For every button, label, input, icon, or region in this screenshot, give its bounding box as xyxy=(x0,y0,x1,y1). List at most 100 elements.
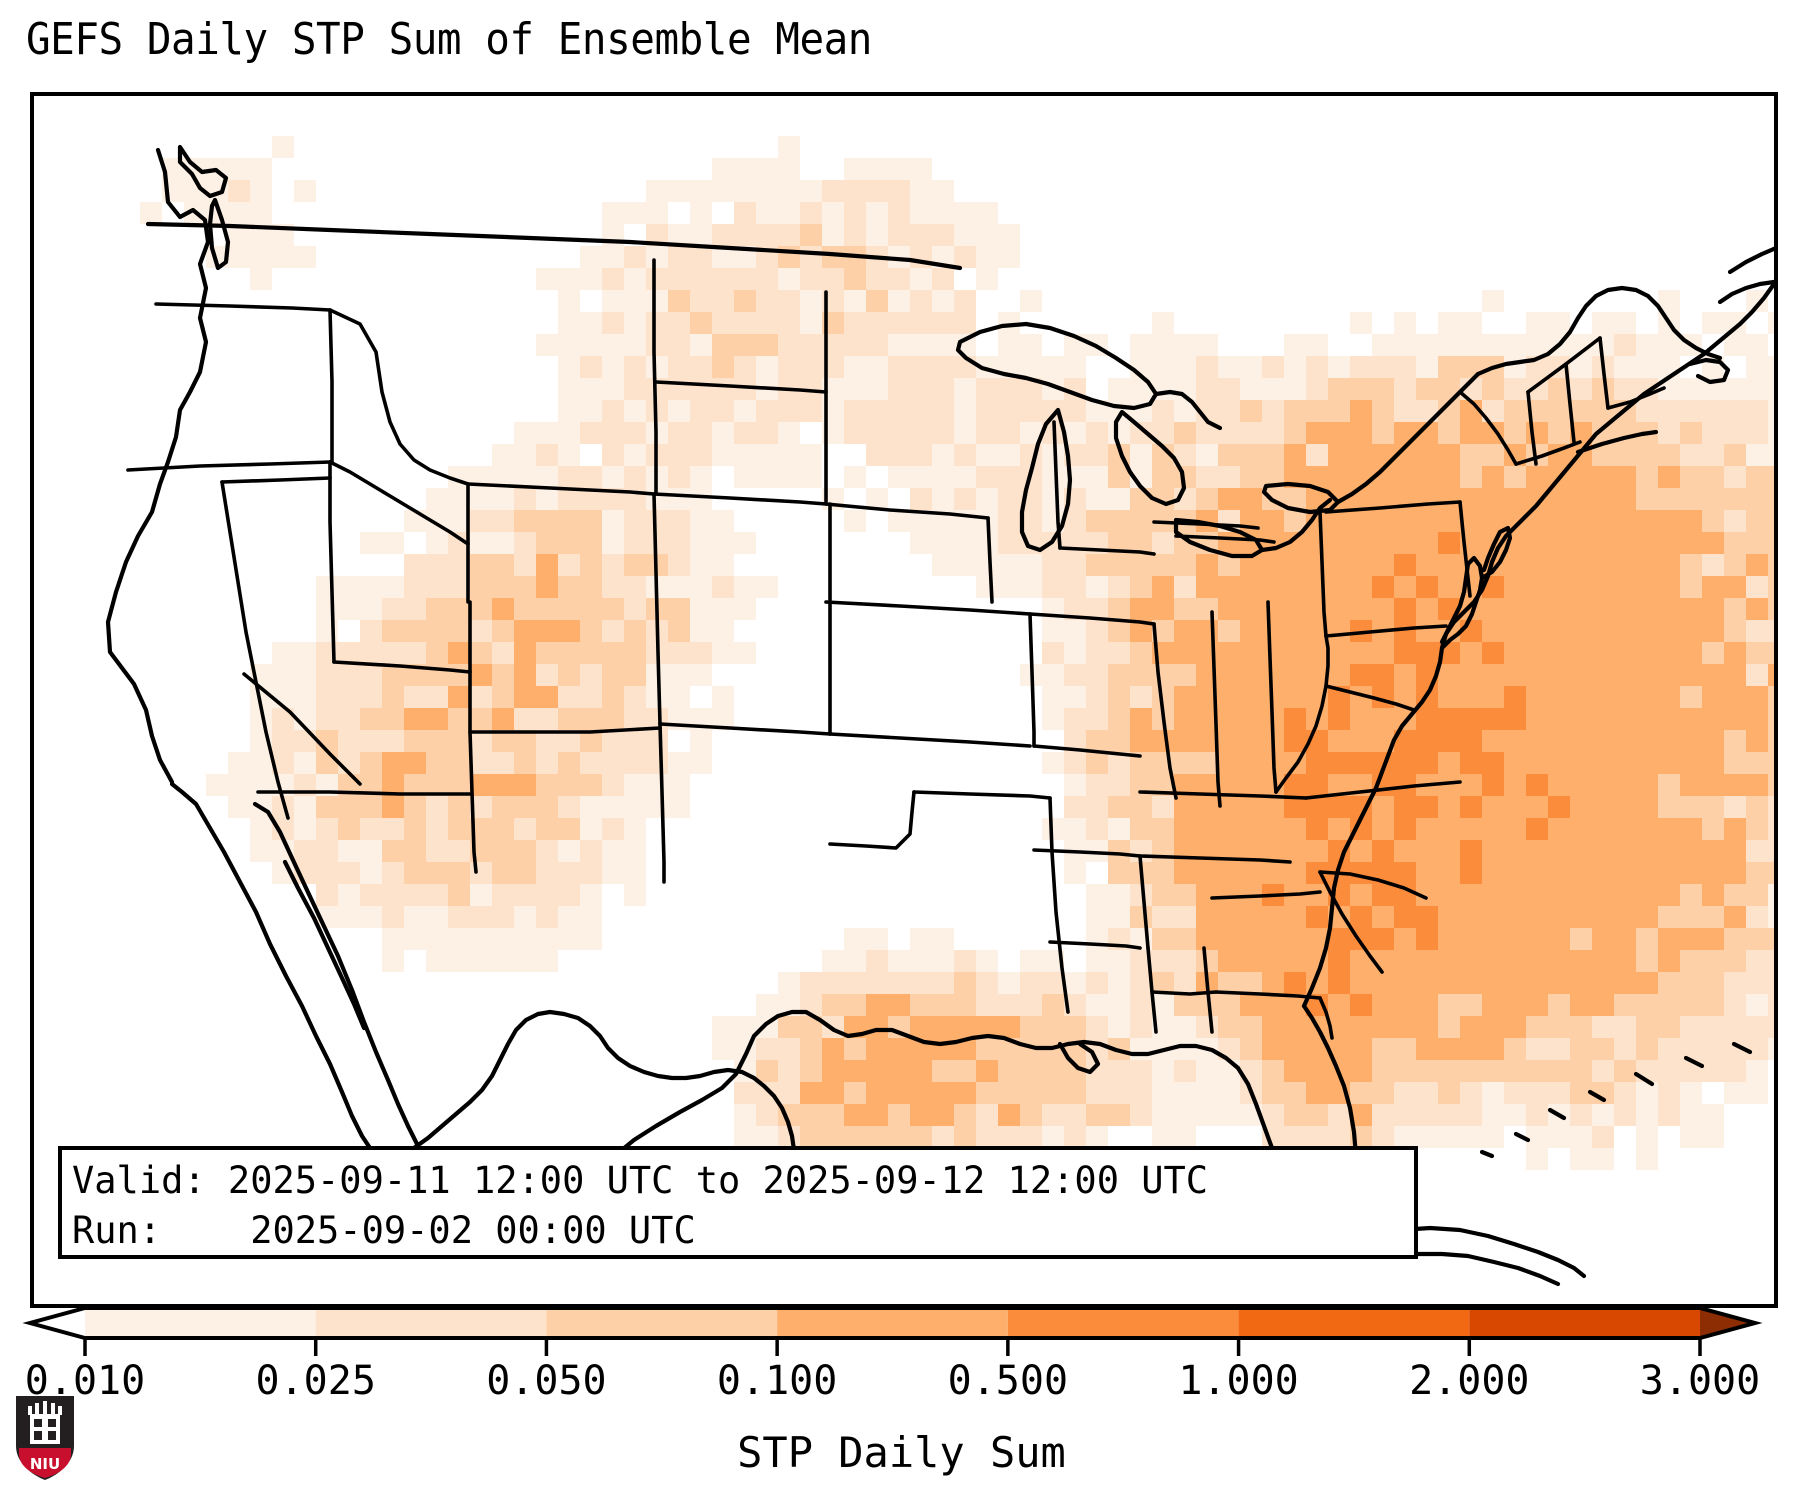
stp-grid-cell xyxy=(866,950,888,972)
stp-grid-cell xyxy=(1746,906,1768,928)
stp-grid-cell xyxy=(1768,840,1774,862)
stp-grid-cell xyxy=(1504,840,1526,862)
stp-grid-cell xyxy=(1680,730,1702,752)
stp-grid-cell xyxy=(712,246,734,268)
stp-grid-cell xyxy=(624,620,646,642)
stp-grid-cell xyxy=(910,1104,932,1126)
conus-map[interactable] xyxy=(30,92,1778,1308)
stp-grid-cell xyxy=(1328,752,1350,774)
stp-grid-cell xyxy=(514,928,536,950)
stp-grid-cell xyxy=(338,598,360,620)
stp-grid-cell xyxy=(624,268,646,290)
stp-grid-cell xyxy=(448,884,470,906)
colorbar[interactable]: 0.010 0.025 0.050 0.100 0.500 1.000 2.000 3.000… xyxy=(0,1300,1803,1500)
stp-grid-cell xyxy=(228,246,250,268)
stp-grid-cell xyxy=(976,224,998,246)
stp-grid-cell xyxy=(1548,708,1570,730)
stp-grid-cell xyxy=(1504,730,1526,752)
stp-grid-cell xyxy=(1152,598,1174,620)
stp-grid-cell xyxy=(1306,1126,1328,1148)
stp-grid-cell xyxy=(1284,796,1306,818)
stp-grid-cell xyxy=(668,268,690,290)
stp-grid-cell xyxy=(954,1126,976,1148)
stp-grid-cell xyxy=(1174,598,1196,620)
stp-grid-cell xyxy=(1064,686,1086,708)
stp-grid-cell xyxy=(1218,686,1240,708)
stp-grid-cell xyxy=(470,664,492,686)
stp-grid-cell xyxy=(690,290,712,312)
stp-grid-cell xyxy=(426,818,448,840)
stp-grid-cell xyxy=(1020,378,1042,400)
stp-grid-cell xyxy=(470,576,492,598)
stp-grid-cell xyxy=(1262,840,1284,862)
stp-grid-cell xyxy=(1614,356,1636,378)
stp-grid-cell xyxy=(844,1082,866,1104)
map-panel[interactable] xyxy=(30,92,1778,1308)
stp-grid-cell xyxy=(1592,444,1614,466)
stp-grid-cell xyxy=(1042,1060,1064,1082)
stp-grid-cell xyxy=(1240,466,1262,488)
stp-grid-cell xyxy=(1504,686,1526,708)
stp-grid-cell xyxy=(932,950,954,972)
stp-grid-cell xyxy=(1262,796,1284,818)
stp-grid-cell xyxy=(1020,576,1042,598)
stp-grid-cell xyxy=(1636,862,1658,884)
stp-grid-cell xyxy=(338,686,360,708)
stp-grid-cell xyxy=(624,312,646,334)
stp-grid-cell xyxy=(1438,444,1460,466)
stp-grid-cell xyxy=(954,466,976,488)
stp-grid-cell xyxy=(1614,752,1636,774)
stp-grid-cell xyxy=(866,444,888,466)
stp-grid-cell xyxy=(1174,620,1196,642)
stp-grid-cell xyxy=(1724,1016,1746,1038)
logo-castle-windows xyxy=(34,1419,56,1440)
stp-grid-cell xyxy=(954,400,976,422)
stp-grid-cell xyxy=(1680,774,1702,796)
stp-grid-cell xyxy=(1086,488,1108,510)
stp-grid-cell xyxy=(1020,554,1042,576)
stp-grid-cell xyxy=(1394,598,1416,620)
stp-grid-cell xyxy=(1658,818,1680,840)
stp-grid-cell xyxy=(1394,1082,1416,1104)
stp-grid-cell xyxy=(976,576,998,598)
stp-grid-cell xyxy=(536,928,558,950)
stp-grid-cell xyxy=(536,268,558,290)
stp-grid-cell xyxy=(1592,818,1614,840)
stp-grid-cell xyxy=(1548,1016,1570,1038)
stp-grid-cell xyxy=(1174,1038,1196,1060)
stp-grid-cell xyxy=(1702,818,1724,840)
stp-grid-cell xyxy=(1680,796,1702,818)
stp-grid-cell xyxy=(888,356,910,378)
stp-grid-cell xyxy=(646,356,668,378)
stp-grid-cell xyxy=(844,422,866,444)
stp-grid-cell xyxy=(1108,972,1130,994)
stp-grid-cell xyxy=(1064,356,1086,378)
stp-grid-cell xyxy=(1218,466,1240,488)
stp-grid-cell xyxy=(1482,334,1504,356)
stp-grid-cell xyxy=(932,554,954,576)
stp-grid-cell xyxy=(404,796,426,818)
stp-grid-cell xyxy=(514,422,536,444)
stp-grid-cell xyxy=(250,268,272,290)
stp-grid-cell xyxy=(360,664,382,686)
stp-grid-cell xyxy=(382,928,404,950)
stp-grid-cell xyxy=(1240,400,1262,422)
stp-grid-cell xyxy=(1328,598,1350,620)
stp-grid-cell xyxy=(712,224,734,246)
stp-grid-cell xyxy=(1262,906,1284,928)
stp-grid-cell xyxy=(1724,334,1746,356)
stp-grid-cell xyxy=(1504,1016,1526,1038)
stp-grid-cell xyxy=(1108,510,1130,532)
stp-grid-cell xyxy=(1592,642,1614,664)
stp-grid-cell xyxy=(1636,1082,1658,1104)
colorbar-gradient[interactable] xyxy=(0,1300,1803,1360)
stp-grid-cell xyxy=(1372,554,1394,576)
stp-grid-cell xyxy=(492,598,514,620)
stp-grid-cell xyxy=(1438,1126,1460,1148)
stp-grid-cell xyxy=(1262,1104,1284,1126)
stp-grid-cell xyxy=(1746,1060,1768,1082)
stp-grid-cell xyxy=(866,158,888,180)
stp-grid-cell xyxy=(536,862,558,884)
stp-grid-cell xyxy=(1614,554,1636,576)
stp-grid-cell xyxy=(360,840,382,862)
